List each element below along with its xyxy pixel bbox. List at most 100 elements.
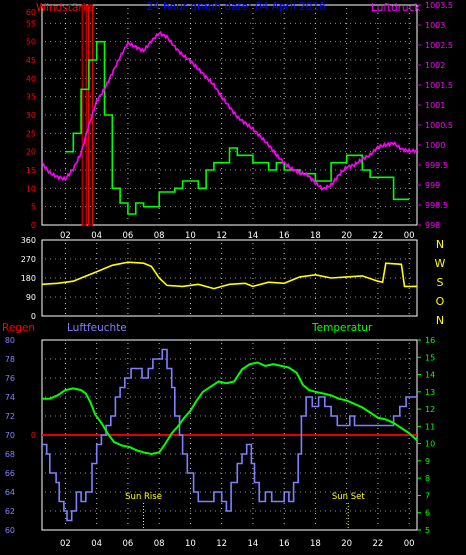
x-tick-p3-06: 06 [123, 539, 134, 549]
y-left-tick-35: 35 [26, 93, 36, 102]
y-right-tick-999: 999 [425, 181, 440, 190]
y-left-tick-50: 50 [26, 38, 36, 47]
left-axis-label-wind: Windstärke [36, 2, 95, 14]
axis-labels: 24 hour graph date: 04 April 2018 Windstä… [2, 1, 453, 549]
y-left-tick-60: 60 [26, 8, 36, 17]
compass-label-2: S [437, 276, 444, 289]
x-tick-p1-12: 12 [216, 231, 227, 241]
data-series [41, 4, 418, 529]
humidity-y-tick-74: 74 [5, 393, 15, 402]
y-right-tick-1001-5: 1001.5 [425, 81, 453, 90]
x-tick-p1-08: 08 [154, 231, 165, 241]
temperature-y-tick-14: 14 [425, 371, 435, 380]
temperature-y-tick-16: 16 [425, 336, 435, 345]
x-tick-p1-18: 18 [310, 231, 321, 241]
humidity-y-tick-76: 76 [5, 374, 15, 383]
direction-y-tick-270: 270 [21, 255, 36, 264]
y-right-tick-998-5: 998.5 [425, 201, 448, 210]
y-left-tick-25: 25 [26, 129, 36, 138]
compass-label-0: N [436, 238, 444, 251]
humidity-y-tick-72: 72 [5, 412, 15, 421]
x-tick-p3-18: 18 [310, 539, 321, 549]
x-tick-p3-08: 08 [154, 539, 165, 549]
x-tick-p1-04: 04 [91, 231, 102, 241]
wind-gust-bar-0 [81, 4, 87, 226]
temperature-y-tick-15: 15 [425, 353, 435, 362]
x-tick-p3-00: 00 [404, 539, 415, 549]
pressure-line [41, 30, 418, 191]
y-right-tick-1002-5: 1002.5 [425, 41, 453, 50]
axis-label-rain: Regen [2, 322, 35, 334]
humidity-line [42, 348, 417, 522]
x-tick-p1-16: 16 [279, 231, 290, 241]
temperature-y-tick-9: 9 [425, 457, 430, 466]
x-tick-p3-12: 12 [216, 539, 227, 549]
wind-speed-line [65, 40, 410, 215]
compass-label-4: N [436, 314, 444, 327]
panel-frame-1 [41, 4, 418, 226]
x-tick-p3-14: 14 [248, 539, 259, 549]
temperature-y-tick-13: 13 [425, 388, 435, 397]
temperature-y-tick-6: 6 [425, 509, 430, 518]
compass-label-3: O [436, 295, 445, 308]
axis-label-humidity: Luftfeuchte [67, 322, 127, 334]
x-tick-p1-20: 20 [341, 231, 352, 241]
rain-zero-tick: 0 [31, 431, 36, 440]
annotation-sun-rise: Sun Rise [125, 492, 162, 502]
y-left-tick-20: 20 [26, 148, 36, 157]
y-left-tick-15: 15 [26, 166, 36, 175]
right-axis-label-pressure: Luftdruck [371, 2, 421, 14]
y-left-tick-45: 45 [26, 56, 36, 65]
temperature-y-tick-10: 10 [425, 440, 435, 449]
direction-y-tick-90: 90 [26, 293, 36, 302]
y-left-tick-0: 0 [31, 221, 36, 230]
direction-y-tick-180: 180 [21, 274, 36, 283]
y-right-tick-1001: 1001 [425, 101, 445, 110]
y-right-tick-998: 998 [425, 221, 440, 230]
x-tick-p3-16: 16 [279, 539, 290, 549]
x-tick-p1-02: 02 [60, 231, 71, 241]
temperature-y-tick-12: 12 [425, 405, 435, 414]
annotation-sun-set: Sun Set [332, 492, 365, 502]
temperature-y-tick-5: 5 [425, 526, 430, 535]
x-tick-p1-06: 06 [123, 231, 134, 241]
panel-frame-2 [41, 239, 418, 317]
humidity-y-tick-68: 68 [5, 450, 15, 459]
compass-label-1: W [435, 257, 446, 270]
x-tick-p3-04: 04 [91, 539, 102, 549]
axis-label-temperature: Temperatur [311, 322, 373, 334]
direction-y-tick-0: 0 [31, 312, 36, 321]
direction-y-tick-360: 360 [21, 236, 36, 245]
humidity-y-tick-78: 78 [5, 355, 15, 364]
temperature-y-tick-11: 11 [425, 422, 435, 431]
x-tick-p3-10: 10 [185, 539, 196, 549]
humidity-y-tick-60: 60 [5, 526, 15, 535]
temperature-line [42, 361, 418, 456]
y-left-tick-55: 55 [26, 19, 36, 28]
humidity-y-tick-70: 70 [5, 431, 15, 440]
y-left-tick-10: 10 [26, 184, 36, 193]
temperature-y-tick-7: 7 [425, 491, 430, 500]
y-right-tick-1000-5: 1000.5 [425, 121, 453, 130]
x-tick-p3-20: 20 [341, 539, 352, 549]
y-right-tick-999-5: 999.5 [425, 161, 448, 170]
x-tick-p1-22: 22 [373, 231, 384, 241]
y-left-tick-40: 40 [26, 74, 36, 83]
chart-title: 24 hour graph date: 04 April 2018 [146, 1, 325, 13]
humidity-y-tick-62: 62 [5, 507, 15, 516]
x-tick-p3-22: 22 [373, 539, 384, 549]
x-tick-p1-00: 00 [404, 231, 415, 241]
x-tick-p1-14: 14 [248, 231, 259, 241]
humidity-y-tick-66: 66 [5, 469, 15, 478]
y-right-tick-1003-5: 1003.5 [425, 1, 453, 10]
y-right-tick-1002: 1002 [425, 61, 445, 70]
temperature-y-tick-8: 8 [425, 474, 430, 483]
y-right-tick-1003: 1003 [425, 21, 445, 30]
humidity-y-tick-64: 64 [5, 488, 15, 497]
x-tick-p1-10: 10 [185, 231, 196, 241]
x-tick-p3-02: 02 [60, 539, 71, 549]
humidity-y-tick-80: 80 [5, 336, 15, 345]
y-left-tick-5: 5 [31, 203, 36, 212]
